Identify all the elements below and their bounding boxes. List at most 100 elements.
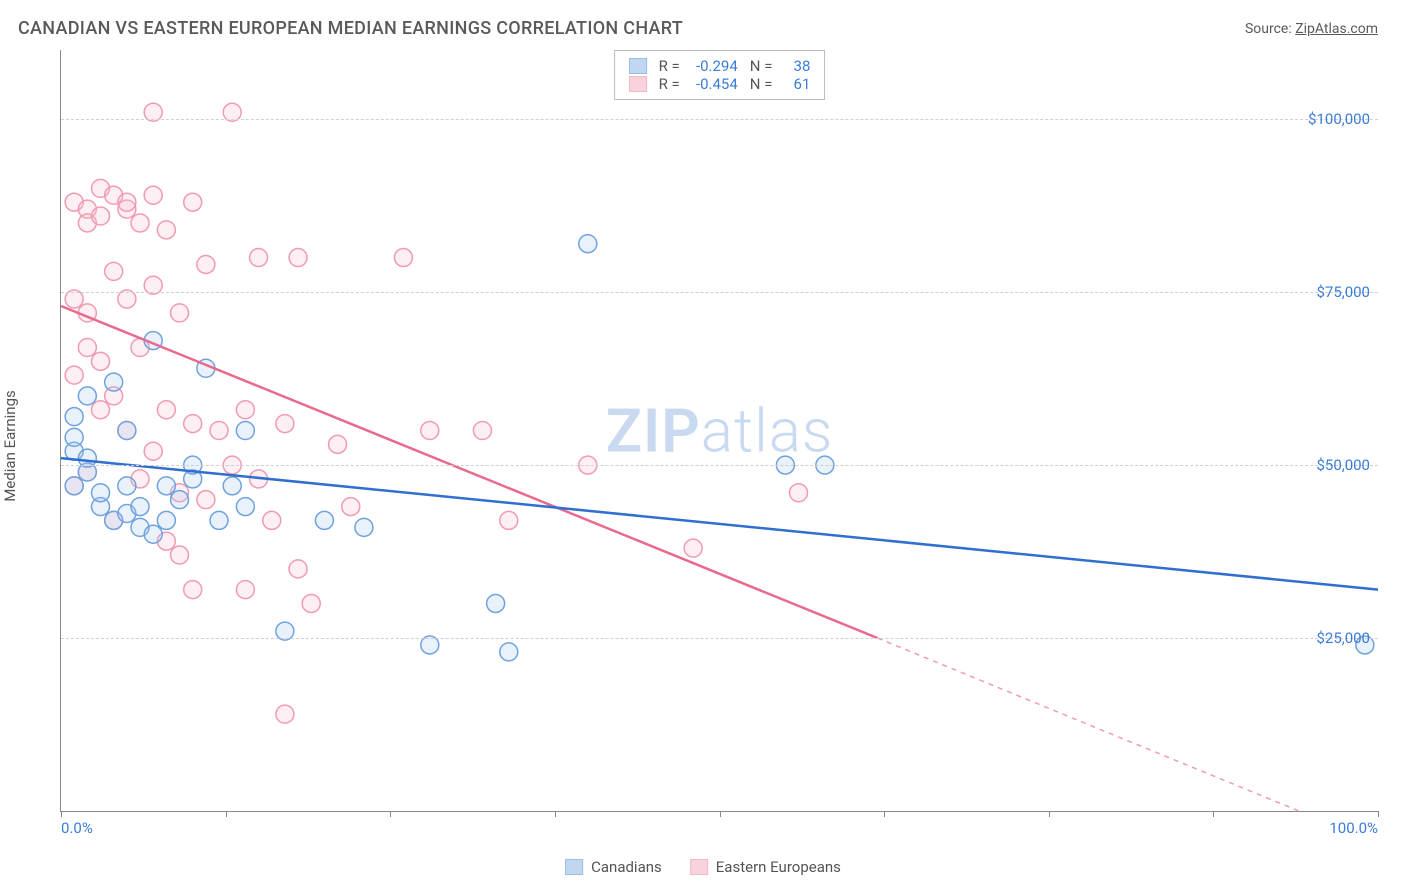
scatter-point <box>171 304 189 322</box>
scatter-point <box>118 193 136 211</box>
regression-line <box>61 458 1378 589</box>
chart-area: Median Earnings ZIPatlas R =-0.294N =38R… <box>18 50 1378 842</box>
chart-title: CANADIAN VS EASTERN EUROPEAN MEDIAN EARN… <box>18 18 683 39</box>
plot-area: ZIPatlas R =-0.294N =38R =-0.454N =61 $2… <box>60 50 1378 812</box>
scatter-point <box>157 477 175 495</box>
stat-n-value: 61 <box>780 75 810 93</box>
scatter-point <box>171 546 189 564</box>
scatter-point <box>250 249 268 267</box>
scatter-point <box>236 401 254 419</box>
scatter-point <box>500 643 518 661</box>
source-link[interactable]: ZipAtlas.com <box>1295 21 1378 37</box>
scatter-point <box>65 477 83 495</box>
scatter-point <box>790 484 808 502</box>
scatter-point <box>92 484 110 502</box>
scatter-point <box>144 525 162 543</box>
gridline-h <box>61 465 1378 466</box>
y-tick-label: $25,000 <box>1316 629 1370 647</box>
y-tick-label: $100,000 <box>1308 110 1370 128</box>
scatter-point <box>223 477 241 495</box>
gridline-h <box>61 638 1378 639</box>
x-tick <box>720 811 721 817</box>
legend-label: Eastern Europeans <box>716 858 841 876</box>
scatter-point <box>171 491 189 509</box>
stat-r-label: R = <box>659 57 680 75</box>
legend-swatch <box>629 58 647 74</box>
scatter-point <box>105 373 123 391</box>
scatter-point <box>105 262 123 280</box>
stat-n-label: N = <box>750 57 773 75</box>
stat-r-value: -0.294 <box>688 57 738 75</box>
scatter-point <box>118 477 136 495</box>
x-tick <box>884 811 885 817</box>
x-tick <box>555 811 556 817</box>
scatter-point <box>78 387 96 405</box>
scatter-point <box>263 511 281 529</box>
stats-row: R = -0.294 N = 38 <box>629 57 811 75</box>
y-tick-label: $75,000 <box>1316 283 1370 301</box>
bottom-legend: Canadians Eastern Europeans <box>565 858 841 876</box>
scatter-point <box>197 491 215 509</box>
regression-line-ext <box>878 638 1299 811</box>
x-tick <box>1049 811 1050 817</box>
scatter-point <box>210 422 228 440</box>
x-tick <box>1213 811 1214 817</box>
x-tick-label: 0.0% <box>61 819 93 837</box>
stat-n-value: 38 <box>780 57 810 75</box>
stats-row: R =-0.454N =61 <box>629 75 811 93</box>
plot-svg <box>61 50 1378 811</box>
scatter-point <box>289 249 307 267</box>
gridline-h <box>61 292 1378 293</box>
scatter-point <box>236 498 254 516</box>
scatter-point <box>118 422 136 440</box>
scatter-point <box>487 594 505 612</box>
stats-legend-box: R = -0.294 N = 38R =-0.454N =61 <box>614 50 826 100</box>
scatter-point <box>65 366 83 384</box>
x-tick-label: 100.0% <box>1329 819 1378 837</box>
scatter-point <box>157 511 175 529</box>
source-prefix: Source: <box>1245 21 1295 37</box>
scatter-point <box>579 235 597 253</box>
scatter-point <box>184 193 202 211</box>
scatter-point <box>92 352 110 370</box>
scatter-point <box>92 207 110 225</box>
scatter-point <box>302 594 320 612</box>
scatter-point <box>394 249 412 267</box>
legend-item: Canadians <box>565 858 662 876</box>
chart-source: Source: ZipAtlas.com <box>1245 21 1378 37</box>
scatter-point <box>342 498 360 516</box>
scatter-point <box>157 221 175 239</box>
scatter-point <box>197 255 215 273</box>
gridline-h <box>61 119 1378 120</box>
x-tick <box>226 811 227 817</box>
y-tick-label: $50,000 <box>1316 456 1370 474</box>
x-tick <box>1378 811 1379 817</box>
scatter-point <box>684 539 702 557</box>
scatter-point <box>236 581 254 599</box>
legend-item: Eastern Europeans <box>690 858 841 876</box>
legend-swatch <box>690 859 708 875</box>
scatter-point <box>144 186 162 204</box>
scatter-point <box>78 338 96 356</box>
scatter-point <box>131 498 149 516</box>
scatter-point <box>92 401 110 419</box>
scatter-point <box>315 511 333 529</box>
scatter-point <box>65 428 83 446</box>
y-axis-label: Median Earnings <box>1 390 19 501</box>
scatter-point <box>421 422 439 440</box>
x-tick <box>61 811 62 817</box>
scatter-point <box>276 705 294 723</box>
scatter-point <box>329 435 347 453</box>
scatter-point <box>355 518 373 536</box>
chart-header: CANADIAN VS EASTERN EUROPEAN MEDIAN EARN… <box>0 0 1406 47</box>
scatter-point <box>65 408 83 426</box>
scatter-point <box>500 511 518 529</box>
stat-r-label: R = <box>659 75 680 93</box>
legend-label: Canadians <box>591 858 662 876</box>
legend-swatch <box>629 76 647 92</box>
scatter-point <box>236 422 254 440</box>
scatter-point <box>289 560 307 578</box>
scatter-point <box>210 511 228 529</box>
scatter-point <box>131 214 149 232</box>
x-tick <box>390 811 391 817</box>
